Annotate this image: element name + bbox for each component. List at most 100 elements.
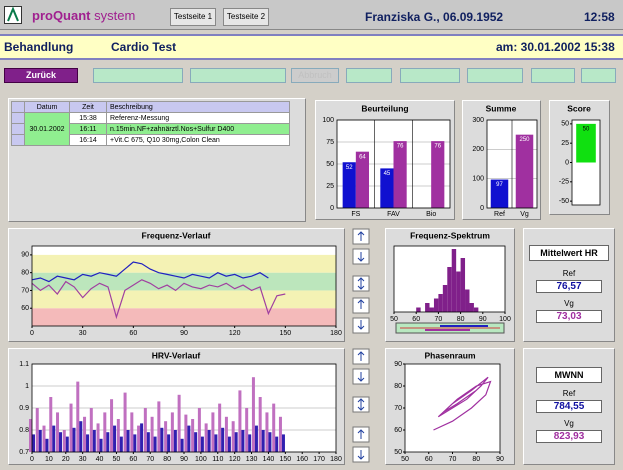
y-tick-label: 1.1 [19, 361, 29, 368]
toolbar-button[interactable] [346, 68, 392, 83]
toolbar-button[interactable] [400, 68, 460, 83]
bar [261, 430, 265, 452]
abort-button[interactable]: Abbruch [291, 68, 339, 83]
bar [221, 427, 225, 452]
bar [469, 303, 474, 312]
y-tick-label: 300 [472, 117, 484, 124]
x-tick-label: 40 [96, 456, 104, 463]
y-tick-label: 70 [394, 405, 402, 412]
bar [35, 408, 39, 452]
stat-label: Vg [564, 299, 574, 308]
data-label: 50 [583, 126, 590, 132]
spectrum-range [395, 322, 505, 334]
x-tick-label: Vg [520, 211, 529, 218]
toolbar-button[interactable] [190, 68, 286, 83]
y-tick-label: 200 [472, 146, 484, 153]
bar [140, 423, 144, 452]
page-button[interactable]: Testseite 2 [223, 8, 269, 26]
bar [433, 298, 439, 312]
y-tick-label: 100 [322, 117, 334, 124]
band [32, 254, 336, 273]
bar [110, 399, 114, 452]
bar [187, 425, 191, 452]
bar [576, 123, 596, 163]
y-tick-label: 0.8 [19, 427, 29, 434]
scroll-buttons[interactable] [352, 228, 370, 463]
bar [99, 438, 103, 452]
data-label: 76 [434, 144, 441, 150]
toolbar-button[interactable] [467, 68, 523, 83]
line [433, 376, 492, 431]
bar [29, 419, 32, 452]
chart-title: Frequenz-Verlauf [142, 230, 211, 240]
chart-title: Summe [486, 103, 517, 113]
data-label: 250 [519, 137, 530, 143]
y-tick-label: 60 [21, 305, 29, 312]
x-tick-label: FS [351, 211, 360, 218]
bar [119, 436, 123, 452]
y-tick-label: 50 [561, 121, 569, 128]
y-tick-label: 80 [394, 383, 402, 390]
logo [4, 6, 22, 24]
bar [234, 432, 238, 452]
bar [92, 430, 96, 452]
bar [153, 436, 157, 452]
plot-frame [31, 363, 337, 453]
x-tick-label: 50 [401, 456, 409, 463]
plot-frame [336, 119, 451, 209]
x-tick-label: 90 [496, 456, 504, 463]
bar [342, 162, 356, 208]
toolbar-button[interactable] [581, 68, 616, 83]
bar [515, 134, 534, 208]
y-tick-label: 50 [326, 161, 334, 168]
bar [265, 412, 269, 452]
y-tick-label: 0 [565, 159, 569, 166]
bar [130, 412, 134, 452]
plot-frame [404, 363, 501, 453]
brand-name: proQuant [32, 8, 91, 23]
bar [245, 408, 249, 452]
chart-title: Beurteilung [361, 103, 408, 113]
x-tick-label: 120 [229, 330, 241, 337]
page-button[interactable]: Testseite 1 [170, 8, 216, 26]
x-tick-label: 150 [279, 456, 291, 463]
y-tick-label: 0 [480, 205, 484, 212]
y-tick-label: 0.7 [19, 449, 29, 456]
bar [146, 432, 150, 452]
bar [416, 307, 421, 312]
bar [184, 414, 188, 452]
back-button[interactable]: Zurück [4, 68, 78, 83]
x-tick-label: 70 [449, 456, 457, 463]
toolbar-button[interactable] [531, 68, 575, 83]
y-tick-label: 90 [21, 252, 29, 259]
bar [42, 425, 46, 452]
stat-value: 76,57 [536, 280, 602, 293]
x-tick-label: 10 [45, 456, 53, 463]
x-tick-label: 150 [279, 330, 291, 337]
bar [194, 432, 198, 452]
bar [170, 412, 174, 452]
x-tick-label: 100 [195, 456, 207, 463]
bar [224, 416, 228, 452]
x-tick-label: 70 [146, 456, 154, 463]
stat-label: Ref [562, 389, 576, 398]
chart-title: HRV-Verlauf [152, 350, 201, 360]
x-tick-label: 90 [180, 456, 188, 463]
x-tick-label: 140 [263, 456, 275, 463]
bar [355, 151, 370, 208]
bar [52, 425, 56, 452]
plot-frame [486, 119, 538, 209]
bar [59, 432, 63, 452]
bar [76, 381, 80, 452]
bar [393, 141, 407, 208]
line [31, 261, 269, 283]
y-tick-label: 1 [25, 383, 29, 390]
bar [241, 430, 245, 452]
x-tick-label: 60 [412, 316, 420, 323]
chart-title: Phasenraum [424, 350, 475, 360]
stat-title: Mittelwert HR [529, 245, 609, 261]
bar [126, 430, 130, 452]
toolbar-button[interactable] [93, 68, 183, 83]
x-tick-label: 0 [30, 330, 34, 337]
